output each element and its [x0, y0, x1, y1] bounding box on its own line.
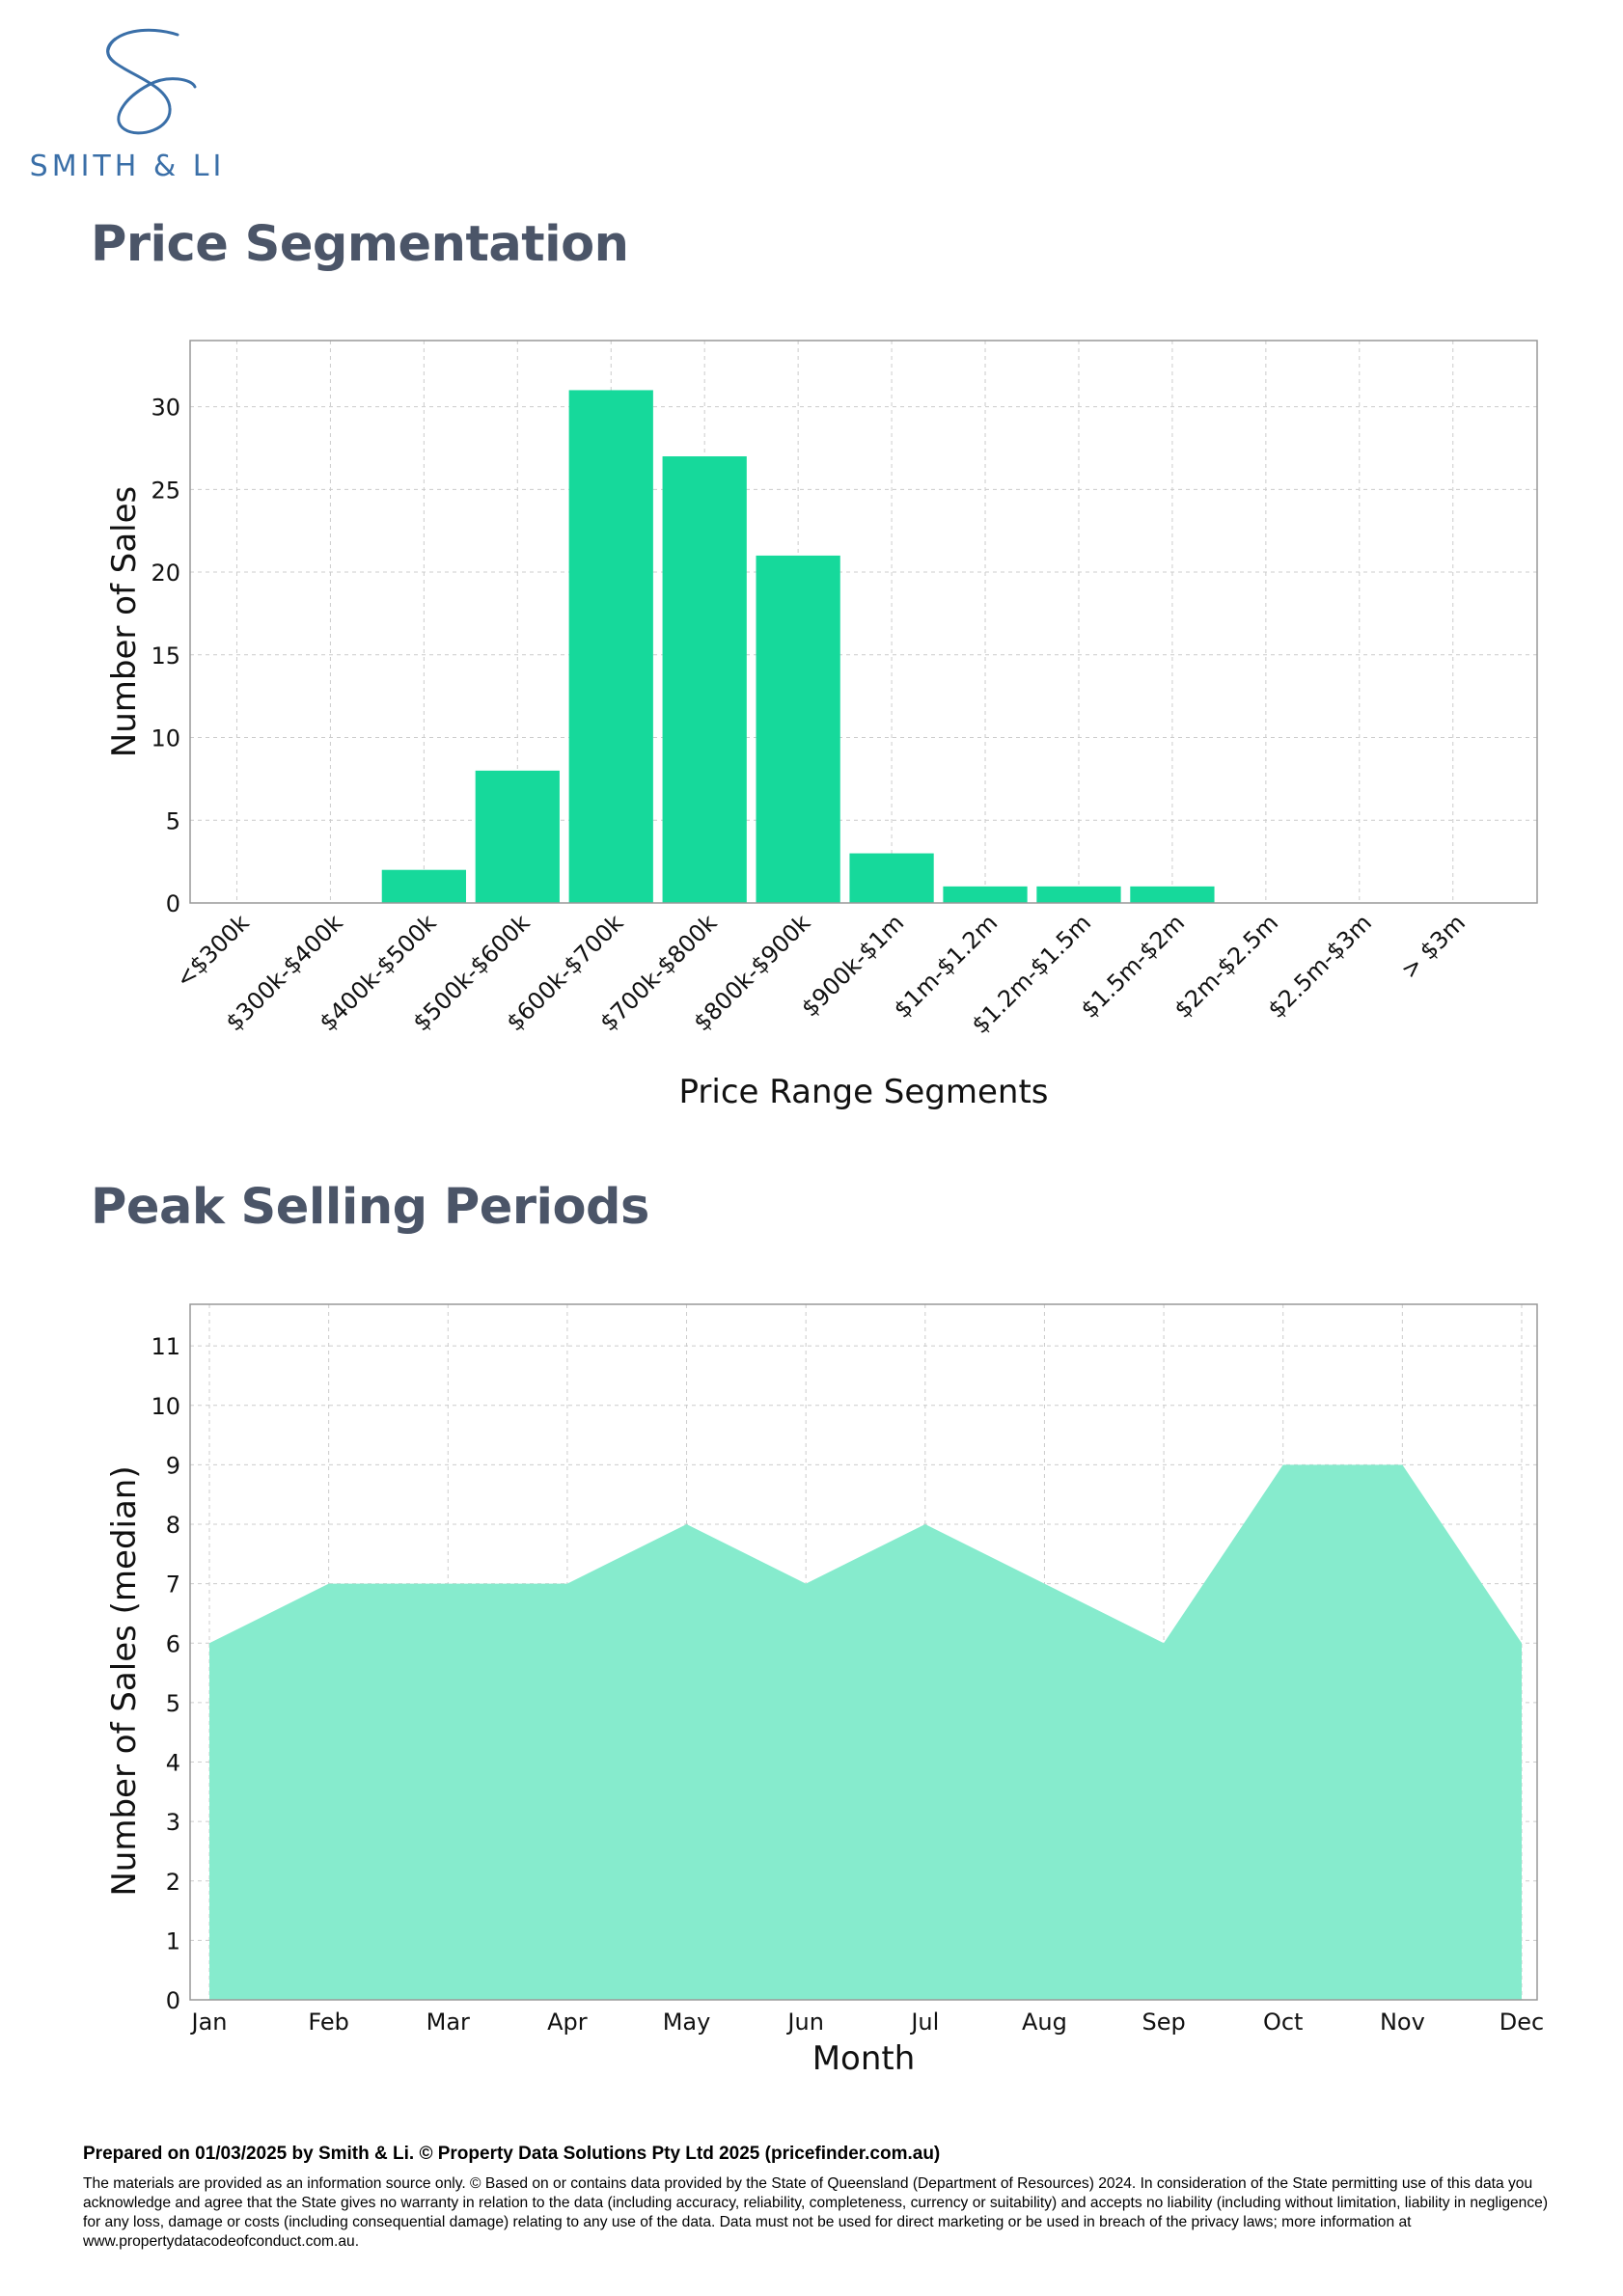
bar-9	[1036, 886, 1121, 903]
y-tick-label: 8	[166, 1512, 180, 1539]
y-tick-label: 9	[166, 1452, 180, 1479]
y-tick-label: 2	[166, 1869, 180, 1896]
logo-monogram-icon	[106, 28, 197, 135]
y-axis-label: Number of Sales (median)	[105, 1465, 144, 1896]
x-tick-label: Oct	[1263, 2009, 1304, 2036]
x-tick-label: Mar	[426, 2009, 470, 2036]
y-tick-label: 10	[151, 1393, 180, 1420]
x-tick-label: Sep	[1142, 2009, 1185, 2036]
y-tick-label: 0	[166, 1987, 180, 2014]
x-tick-label: Jan	[190, 2009, 228, 2036]
y-tick-label: 11	[151, 1333, 180, 1360]
x-tick-label: Jun	[785, 2009, 824, 2036]
x-tick-label: Dec	[1499, 2009, 1544, 2036]
y-tick-label: 15	[151, 642, 180, 670]
y-tick-label: 30	[151, 395, 180, 422]
y-tick-label: 20	[151, 560, 180, 587]
bar-5	[662, 456, 747, 903]
price-segmentation-title: Price Segmentation	[91, 216, 629, 273]
x-tick-label: Aug	[1022, 2009, 1067, 2036]
x-axis-label: Price Range Segments	[678, 1073, 1048, 1111]
company-logo: SMITH & LI	[23, 21, 245, 185]
logo-text: SMITH & LI	[29, 150, 226, 183]
plot-frame	[189, 1303, 1538, 2001]
footer: Prepared on 01/03/2025 by Smith & Li. © …	[83, 2144, 1550, 2252]
bar-2	[381, 869, 466, 903]
y-tick-label: 7	[166, 1572, 180, 1599]
bar-10	[1130, 886, 1215, 903]
x-tick-label: May	[663, 2009, 711, 2036]
x-tick-label: <$300k	[171, 909, 255, 993]
y-tick-label: 5	[166, 807, 180, 834]
y-tick-label: 3	[166, 1809, 180, 1836]
bar-3	[475, 770, 560, 903]
y-tick-label: 5	[166, 1690, 180, 1717]
x-tick-label: Jul	[909, 2009, 939, 2036]
y-tick-label: 4	[166, 1750, 180, 1777]
y-tick-label: 10	[151, 725, 180, 752]
peak-selling-periods-chart: 0 1 2 3 4 5 6 7 8 9 10 11 Jan Feb Mar Apr May Jun Jul Aug Se…	[105, 1303, 1544, 2078]
footer-disclaimer: The materials are provided as an informa…	[83, 2175, 1549, 2250]
price-segmentation-chart: 051015202530<$300k$300k-$400k$400k-$500k…	[105, 340, 1538, 1111]
x-tick-label: Feb	[308, 2009, 349, 2036]
x-tick-label: Nov	[1380, 2009, 1425, 2036]
bar-8	[943, 886, 1028, 903]
y-tick-label: 1	[166, 1927, 180, 1954]
y-tick-label: 0	[166, 890, 180, 917]
peak-selling-periods-title: Peak Selling Periods	[91, 1179, 649, 1236]
sales-area	[209, 1464, 1522, 2000]
y-axis-label: Number of Sales	[105, 486, 144, 757]
y-tick-label: 25	[151, 477, 180, 504]
x-tick-label: Apr	[547, 2009, 588, 2036]
bar-4	[568, 390, 653, 903]
plot-frame	[189, 340, 1538, 904]
x-axis-label: Month	[812, 2039, 916, 2078]
bar-6	[756, 555, 840, 903]
x-tick-label: > $3m	[1395, 909, 1471, 984]
y-tick-label: 6	[166, 1630, 180, 1657]
bar-7	[849, 853, 934, 903]
footer-prepared-note: Prepared on 01/03/2025 by Smith & Li. © …	[83, 2144, 941, 2164]
